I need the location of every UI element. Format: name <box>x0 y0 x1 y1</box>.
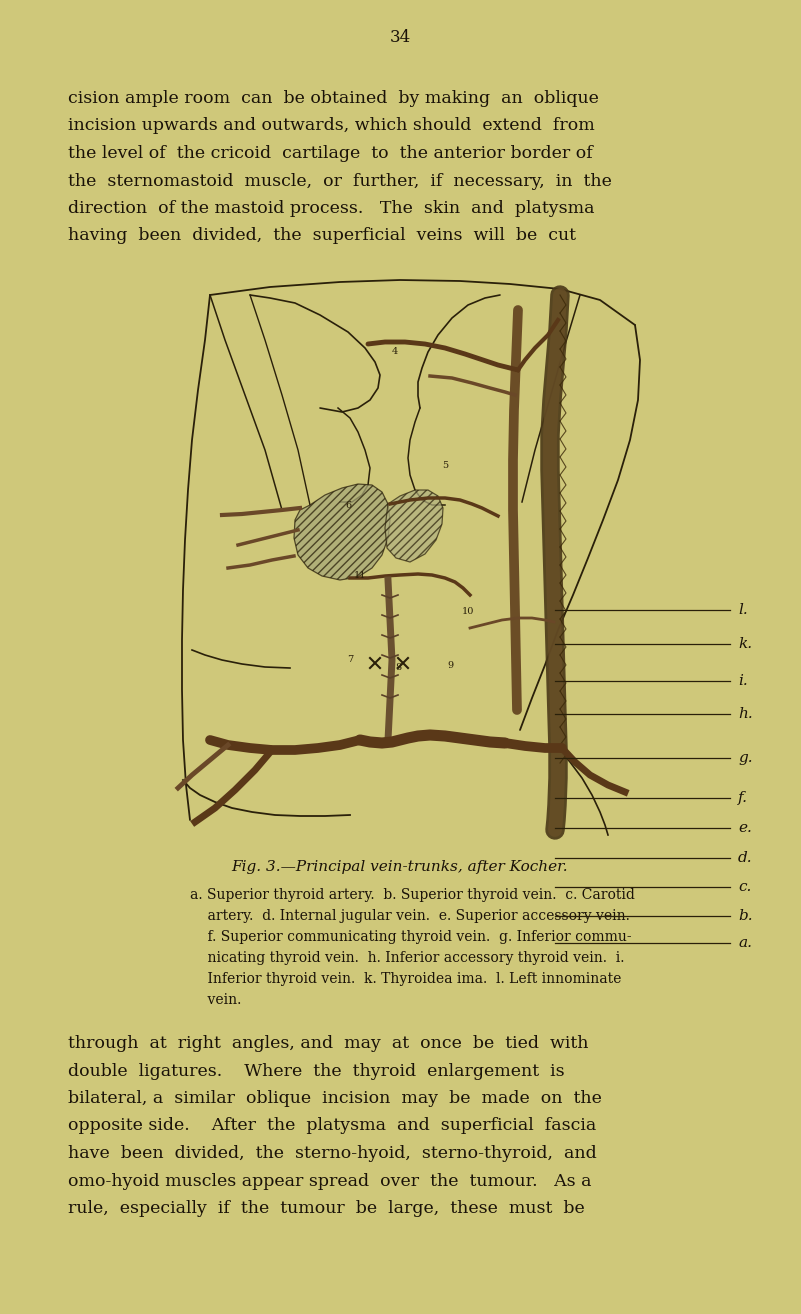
Text: a. Superior thyroid artery.  b. Superior thyroid vein.  c. Carotid: a. Superior thyroid artery. b. Superior … <box>190 888 635 901</box>
Text: have  been  divided,  the  sterno-hyoid,  sterno-thyroid,  and: have been divided, the sterno-hyoid, ste… <box>68 1144 597 1162</box>
Text: bilateral, a  similar  oblique  incision  may  be  made  on  the: bilateral, a similar oblique incision ma… <box>68 1091 602 1106</box>
Text: artery.  d. Internal jugular vein.  e. Superior accessory vein.: artery. d. Internal jugular vein. e. Sup… <box>190 909 630 922</box>
Text: Fig. 3.—Principal vein-trunks, after Kocher.: Fig. 3.—Principal vein-trunks, after Koc… <box>231 859 569 874</box>
Polygon shape <box>294 484 390 579</box>
Text: rule,  especially  if  the  tumour  be  large,  these  must  be: rule, especially if the tumour be large,… <box>68 1200 585 1217</box>
Text: through  at  right  angles, and  may  at  once  be  tied  with: through at right angles, and may at once… <box>68 1035 589 1053</box>
Text: cision ample room  can  be obtained  by making  an  oblique: cision ample room can be obtained by mak… <box>68 89 599 106</box>
Text: 10: 10 <box>462 607 474 616</box>
Text: 5: 5 <box>442 460 448 469</box>
Text: 9: 9 <box>447 661 453 670</box>
Text: omo-hyoid muscles appear spread  over  the  tumour.   As a: omo-hyoid muscles appear spread over the… <box>68 1172 591 1189</box>
Text: 34: 34 <box>389 29 411 46</box>
Text: the  sternomastoid  muscle,  or  further,  if  necessary,  in  the: the sternomastoid muscle, or further, if… <box>68 172 612 189</box>
Text: c.: c. <box>738 880 751 894</box>
Text: h.: h. <box>738 707 753 720</box>
Text: 7: 7 <box>347 656 353 665</box>
Text: 6: 6 <box>345 501 351 510</box>
Text: l.: l. <box>738 603 748 616</box>
Text: double  ligatures.    Where  the  thyroid  enlargement  is: double ligatures. Where the thyroid enla… <box>68 1063 565 1080</box>
Text: f. Superior communicating thyroid vein.  g. Inferior commu-: f. Superior communicating thyroid vein. … <box>190 930 632 943</box>
Text: d.: d. <box>738 851 753 865</box>
Text: the level of  the cricoid  cartilage  to  the anterior border of: the level of the cricoid cartilage to th… <box>68 145 593 162</box>
Text: 8: 8 <box>395 664 401 673</box>
Text: 11: 11 <box>354 570 366 579</box>
Text: vein.: vein. <box>190 993 241 1007</box>
Text: f.: f. <box>738 791 748 804</box>
Text: a.: a. <box>738 937 752 950</box>
Text: 4: 4 <box>392 347 398 356</box>
Text: b.: b. <box>738 909 753 922</box>
Text: incision upwards and outwards, which should  extend  from: incision upwards and outwards, which sho… <box>68 117 595 134</box>
Text: i.: i. <box>738 674 748 687</box>
Text: direction  of the mastoid process.   The  skin  and  platysma: direction of the mastoid process. The sk… <box>68 200 594 217</box>
Text: Inferior thyroid vein.  k. Thyroidea ima.  l. Left innominate: Inferior thyroid vein. k. Thyroidea ima.… <box>190 972 622 986</box>
Text: nicating thyroid vein.  h. Inferior accessory thyroid vein.  i.: nicating thyroid vein. h. Inferior acces… <box>190 951 625 964</box>
Text: k.: k. <box>738 637 752 650</box>
Text: having  been  divided,  the  superficial  veins  will  be  cut: having been divided, the superficial vei… <box>68 227 576 244</box>
Text: g.: g. <box>738 752 753 765</box>
Text: e.: e. <box>738 821 752 834</box>
Text: opposite side.    After  the  platysma  and  superficial  fascia: opposite side. After the platysma and su… <box>68 1117 596 1134</box>
Polygon shape <box>385 490 443 562</box>
